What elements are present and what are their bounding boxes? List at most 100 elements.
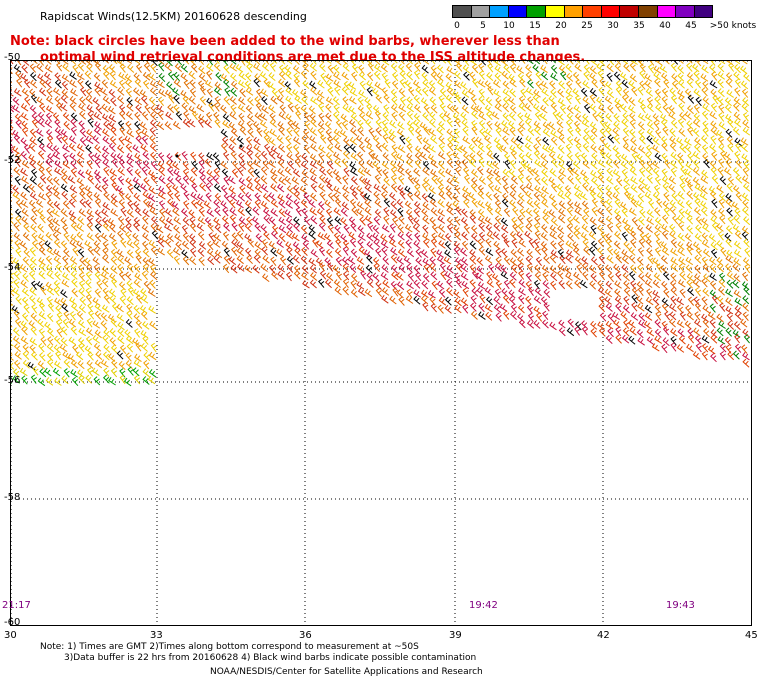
wind-barb (701, 232, 709, 242)
wind-barb (252, 159, 261, 168)
wind-barb (461, 208, 468, 218)
wind-barb (150, 174, 158, 185)
wind-barb (693, 70, 700, 80)
wind-barb (28, 320, 36, 329)
wind-barb (61, 80, 69, 91)
wind-barb (478, 112, 487, 121)
wind-barb (20, 191, 28, 201)
wind-barb (397, 121, 405, 130)
wind-barb (31, 232, 38, 242)
wind-barb (446, 216, 454, 226)
wind-barb (276, 248, 284, 257)
wind-barb (718, 143, 726, 153)
wind-barb (13, 270, 21, 280)
wind-barb (694, 183, 703, 193)
wind-barb (107, 106, 116, 115)
wind-barb (725, 255, 734, 264)
wind-barb (598, 270, 606, 281)
wind-barb (710, 135, 717, 145)
wind-barb (567, 175, 575, 185)
wind-barb (669, 87, 677, 97)
wind-barb (501, 288, 509, 298)
wind-barb (485, 296, 494, 306)
wind-barb (285, 271, 293, 282)
wind-barb (172, 121, 181, 130)
wind-barb (582, 160, 590, 169)
wind-barb (158, 72, 166, 83)
wind-barb (590, 328, 597, 338)
wind-barb (67, 175, 76, 184)
wind-barb (686, 190, 694, 200)
wind-barb (623, 63, 631, 73)
wind-barb (622, 304, 631, 314)
wind-barb (372, 232, 380, 242)
wind-barb (293, 78, 301, 88)
wind-barb (692, 127, 700, 138)
wind-barb (661, 176, 670, 185)
wind-barb (525, 135, 533, 144)
wind-barb (343, 137, 350, 147)
wind-barb (478, 222, 485, 232)
wind-barb (156, 121, 165, 131)
wind-barb (478, 246, 486, 256)
wind-barb (719, 350, 726, 361)
wind-barb (11, 215, 14, 224)
wind-barb (644, 312, 653, 321)
wind-barb (263, 134, 270, 144)
wind-barb (509, 104, 517, 114)
wind-barb (69, 95, 77, 105)
wind-barb (719, 343, 727, 353)
wind-barb (284, 81, 292, 91)
wind-barb (390, 62, 398, 73)
wind-barb (422, 224, 429, 234)
wind-barb (517, 215, 524, 225)
wind-barb (469, 71, 476, 82)
wind-barb (61, 135, 68, 145)
wind-barb (654, 224, 662, 233)
wind-barb (268, 216, 276, 226)
wind-barb (340, 113, 349, 123)
wind-barb (134, 111, 141, 122)
wind-barb (589, 87, 598, 97)
wind-barb (259, 120, 268, 129)
wind-barb (486, 120, 493, 130)
wind-barb (654, 176, 661, 186)
wind-barb (630, 230, 637, 240)
wind-barb (309, 167, 317, 177)
wind-barb (462, 152, 471, 162)
wind-barb (663, 79, 670, 89)
wind-barb (661, 214, 669, 224)
wind-barb (436, 255, 445, 265)
wind-barb (71, 376, 79, 387)
wind-barb (85, 327, 94, 337)
wind-barb (103, 367, 110, 377)
wind-barb (101, 79, 109, 89)
wind-barb (709, 319, 716, 329)
wind-barb (173, 94, 180, 105)
wind-barb (71, 61, 76, 65)
wind-barb (382, 152, 390, 162)
wind-barb (277, 159, 285, 169)
wind-barb (638, 272, 646, 282)
wind-barb (287, 61, 293, 65)
wind-barb (380, 191, 388, 201)
wind-barb (357, 105, 365, 114)
wind-barb (599, 198, 607, 208)
wind-barb (206, 70, 213, 80)
wind-barb (670, 119, 678, 129)
wind-barb (462, 186, 470, 195)
wind-barb (405, 231, 413, 241)
wind-barb (292, 168, 301, 178)
wind-barb (221, 136, 229, 146)
wind-barb (196, 222, 205, 232)
wind-barb (637, 184, 645, 194)
wind-barb (551, 201, 558, 211)
wind-barb (719, 176, 727, 186)
wind-barb (60, 240, 68, 250)
wind-barb (422, 273, 430, 283)
wind-barb (54, 79, 62, 89)
wind-barb (651, 343, 660, 352)
wind-barb (494, 200, 502, 210)
wind-barb (470, 168, 479, 178)
wind-barb (119, 374, 126, 385)
